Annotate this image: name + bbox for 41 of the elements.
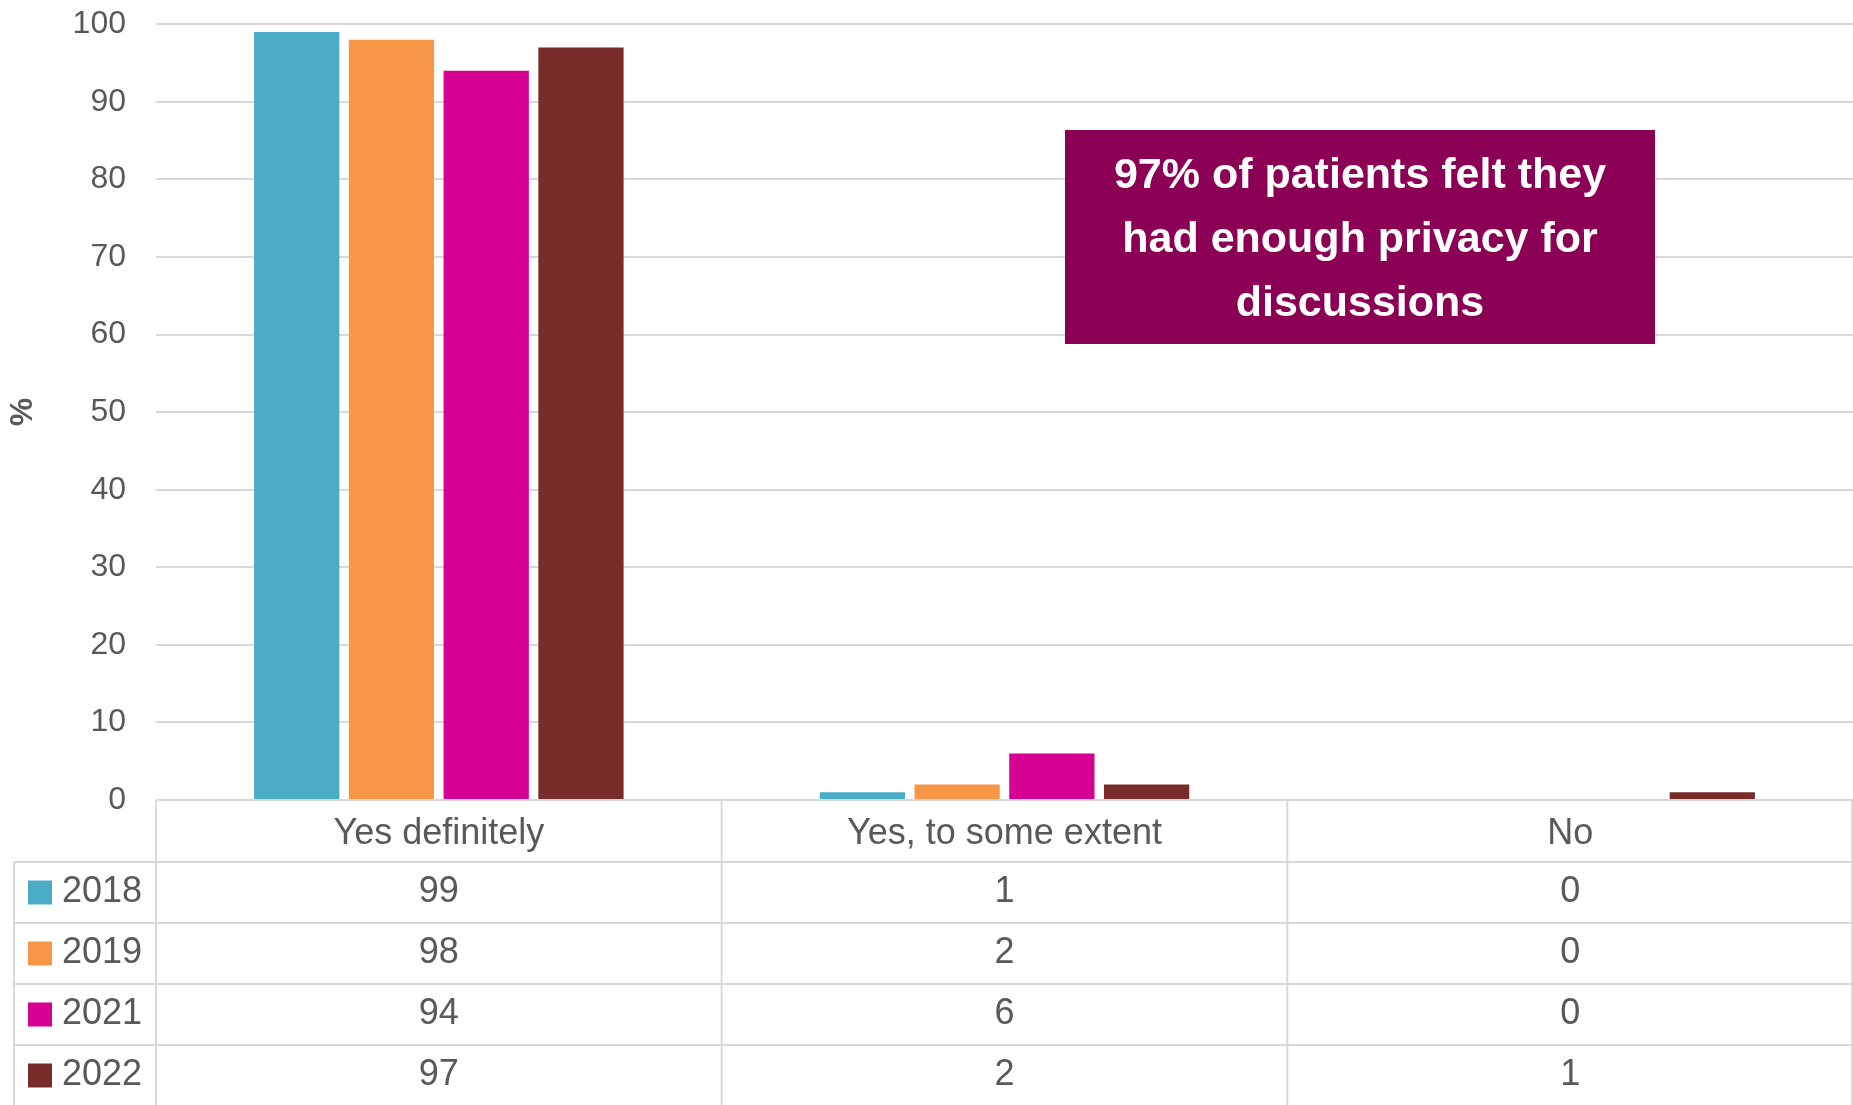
- bar: [538, 47, 624, 799]
- bar: [443, 70, 529, 799]
- legend-label: 2021: [62, 991, 143, 1033]
- y-tick-label: 50: [90, 391, 126, 428]
- bar: [348, 39, 435, 799]
- data-label: 0: [1560, 930, 1581, 972]
- data-label: 2: [994, 1052, 1015, 1094]
- y-axis-title: %: [3, 397, 40, 427]
- bar: [819, 792, 906, 799]
- x-tick-label: No: [1547, 810, 1594, 852]
- y-tick-label: 100: [72, 4, 126, 41]
- bar: [254, 31, 340, 799]
- data-label: 0: [1560, 991, 1581, 1033]
- data-label: 2: [994, 930, 1015, 972]
- data-label: 99: [418, 869, 459, 911]
- bar: [1669, 792, 1755, 799]
- data-label: 1: [994, 869, 1015, 911]
- annotation: 97% of patients felt they had enough privacy for discussions: [1112, 148, 1608, 327]
- legend-label: 2018: [62, 869, 143, 911]
- data-label: 98: [418, 930, 459, 972]
- y-tick-label: 10: [90, 702, 126, 739]
- bar: [1009, 753, 1095, 799]
- y-tick-label: 30: [90, 547, 126, 584]
- y-tick-label: 20: [90, 624, 126, 661]
- bar: [914, 784, 1000, 799]
- bar: [1103, 784, 1190, 799]
- y-tick-label: 60: [90, 314, 126, 351]
- data-label: 6: [994, 991, 1015, 1033]
- legend-label: 2019: [62, 930, 143, 972]
- x-tick-label: Yes, to some extent: [847, 810, 1162, 852]
- y-tick-label: 40: [90, 469, 126, 506]
- data-label: 94: [418, 991, 459, 1033]
- x-tick-label: Yes definitely: [333, 810, 545, 852]
- legend-label: 2022: [62, 1052, 143, 1094]
- y-tick-label: 90: [90, 81, 126, 118]
- data-label: 97: [418, 1052, 459, 1094]
- data-label: 0: [1560, 869, 1581, 911]
- y-tick-label: 70: [90, 236, 126, 273]
- data-label: 1: [1560, 1052, 1581, 1094]
- y-tick-label: 80: [90, 159, 126, 196]
- y-tick-label: 0: [108, 779, 126, 816]
